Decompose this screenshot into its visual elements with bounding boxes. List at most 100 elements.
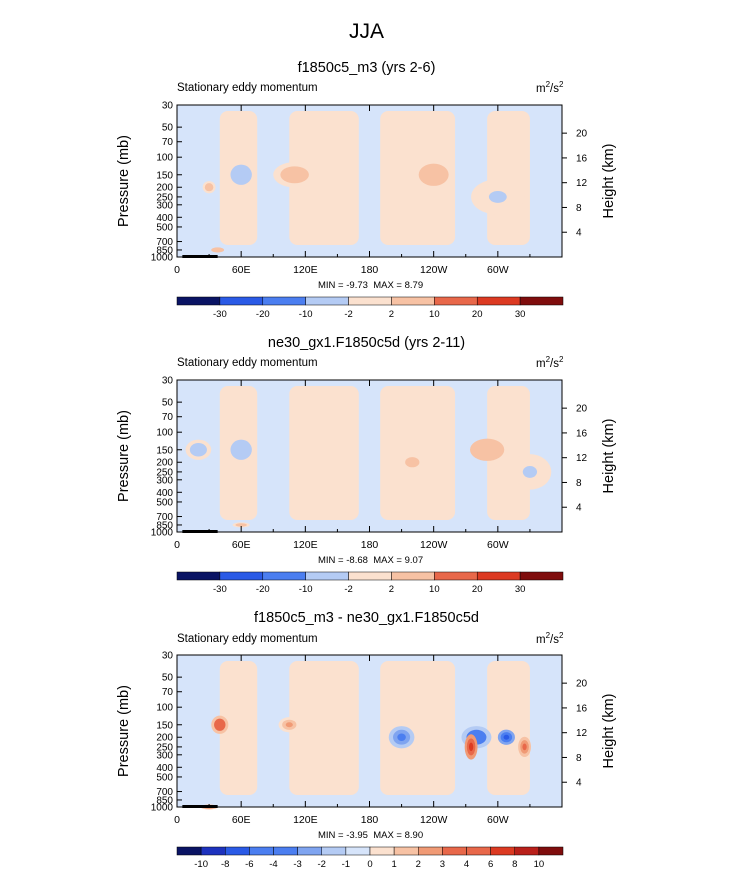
y2-tick-label: 12 [576, 728, 588, 739]
y-tick-label: 500 [156, 772, 173, 783]
colorbar-label: 20 [472, 309, 483, 320]
anomaly-contour [285, 722, 293, 728]
x-tick-label: 180 [361, 539, 379, 551]
colorbar-bin [321, 846, 347, 856]
anomaly-contour [522, 465, 538, 478]
anomaly-contour [428, 171, 439, 179]
y2-tick-label: 16 [576, 428, 588, 439]
y-axis-title: Pressure (mb) [116, 135, 132, 227]
y2-tick-label: 4 [576, 228, 582, 239]
x-tick-label: 60W [487, 539, 509, 551]
colorbar-bin [519, 571, 564, 581]
min-value: -9.73 [346, 280, 368, 291]
y-tick-label: 250 [156, 742, 173, 753]
y2-tick-label: 8 [576, 478, 582, 489]
max-value: 8.90 [404, 830, 424, 841]
anomaly-contour [237, 446, 245, 454]
anomaly-contour [408, 459, 416, 465]
y2-tick-label: 8 [576, 203, 582, 214]
x-tick-label: 60W [487, 264, 509, 276]
units-exp2: 2 [559, 631, 564, 640]
x-tick-label: 120E [293, 539, 318, 551]
y-tick-label: 700 [156, 237, 173, 248]
field-band [487, 111, 530, 245]
y-tick-label: 30 [162, 101, 174, 112]
colorbar-bin [219, 571, 264, 581]
field-band [380, 661, 456, 795]
y-tick-label: 30 [162, 651, 174, 662]
colorbar-bin [262, 571, 306, 581]
colorbar-label: -30 [213, 309, 227, 320]
field-band [380, 111, 456, 245]
anomaly-contour [522, 743, 527, 751]
colorbar-bin [305, 571, 349, 581]
min-label: MIN = [318, 830, 347, 841]
x-tick-label: 0 [174, 814, 180, 826]
colorbar-label: 2 [416, 859, 421, 870]
y-tick-label: 50 [162, 673, 174, 684]
y2-tick-label: 12 [576, 453, 588, 464]
colorbar-label: -2 [344, 309, 352, 320]
colorbar-label: -20 [256, 309, 270, 320]
y-tick-label: 250 [156, 467, 173, 478]
y-tick-label: 400 [156, 763, 173, 774]
units-base: m [536, 633, 546, 646]
variable-label: Stationary eddy momentum [177, 633, 318, 645]
anomaly-contour [503, 734, 510, 740]
page-title: JJA [348, 20, 384, 43]
panel-title: ne30_gx1.F1850c5d (yrs 2-11) [267, 335, 466, 351]
x-tick-label: 120W [420, 539, 448, 551]
y-tick-label: 50 [162, 398, 174, 409]
colorbar: -10 -8 -6 -4 -3 -2 -1 0 1 2 3 4 6 8 10 [176, 846, 564, 870]
colorbar-label: 3 [440, 859, 445, 870]
field-band [289, 661, 359, 795]
colorbar-bin [442, 846, 467, 856]
colorbar-label: 2 [389, 309, 394, 320]
x-tick-label: 60E [232, 264, 251, 276]
max-label: MAX = [373, 280, 405, 291]
colorbar-bin [434, 571, 478, 581]
y-tick-label: 100 [156, 703, 173, 714]
units-base: m [536, 82, 546, 95]
x-tick-label: 0 [174, 539, 180, 551]
colorbar-bin [176, 846, 202, 856]
y-tick-label: 100 [156, 153, 173, 164]
colorbar-label: 30 [515, 584, 526, 595]
field-band [289, 111, 359, 245]
colorbar-label: 30 [515, 309, 526, 320]
units-exp2: 2 [559, 355, 564, 364]
y-tick-label: 850 [156, 245, 173, 256]
colorbar-label: 4 [464, 859, 469, 870]
colorbar-bin [490, 846, 515, 856]
colorbar-bin [391, 571, 435, 581]
y2-tick-label: 4 [576, 503, 582, 514]
colorbar-label: -3 [293, 859, 301, 870]
colorbar-label: -10 [299, 309, 313, 320]
colorbar-bin [519, 296, 564, 306]
x-tick-label: 180 [361, 814, 379, 826]
colorbar-label: -8 [221, 859, 229, 870]
x-tick-label: 60W [487, 814, 509, 826]
field-band [219, 661, 258, 795]
y-tick-label: 250 [156, 192, 173, 203]
y-tick-label: 700 [156, 512, 173, 523]
colorbar-bin [476, 296, 521, 306]
colorbar-label: 10 [534, 859, 545, 870]
max-value: 9.07 [404, 555, 424, 566]
min-label: MIN = [318, 555, 347, 566]
colorbar-label: -4 [269, 859, 277, 870]
colorbar-label: 10 [429, 309, 440, 320]
y-tick-label: 1000 [151, 253, 174, 264]
y2-axis-title: Height (km) [601, 419, 617, 494]
y2-axis-title: Height (km) [601, 694, 617, 769]
x-tick-label: 0 [174, 264, 180, 276]
y-axis-title: Pressure (mb) [116, 410, 132, 502]
anomaly-contour [206, 185, 212, 190]
min-max-readout: MIN = -8.68 MAX = 9.07 [318, 555, 423, 566]
y-tick-label: 850 [156, 520, 173, 531]
anomaly-contour [216, 721, 223, 728]
x-tick-label: 60E [232, 814, 251, 826]
y-tick-label: 200 [156, 458, 173, 469]
